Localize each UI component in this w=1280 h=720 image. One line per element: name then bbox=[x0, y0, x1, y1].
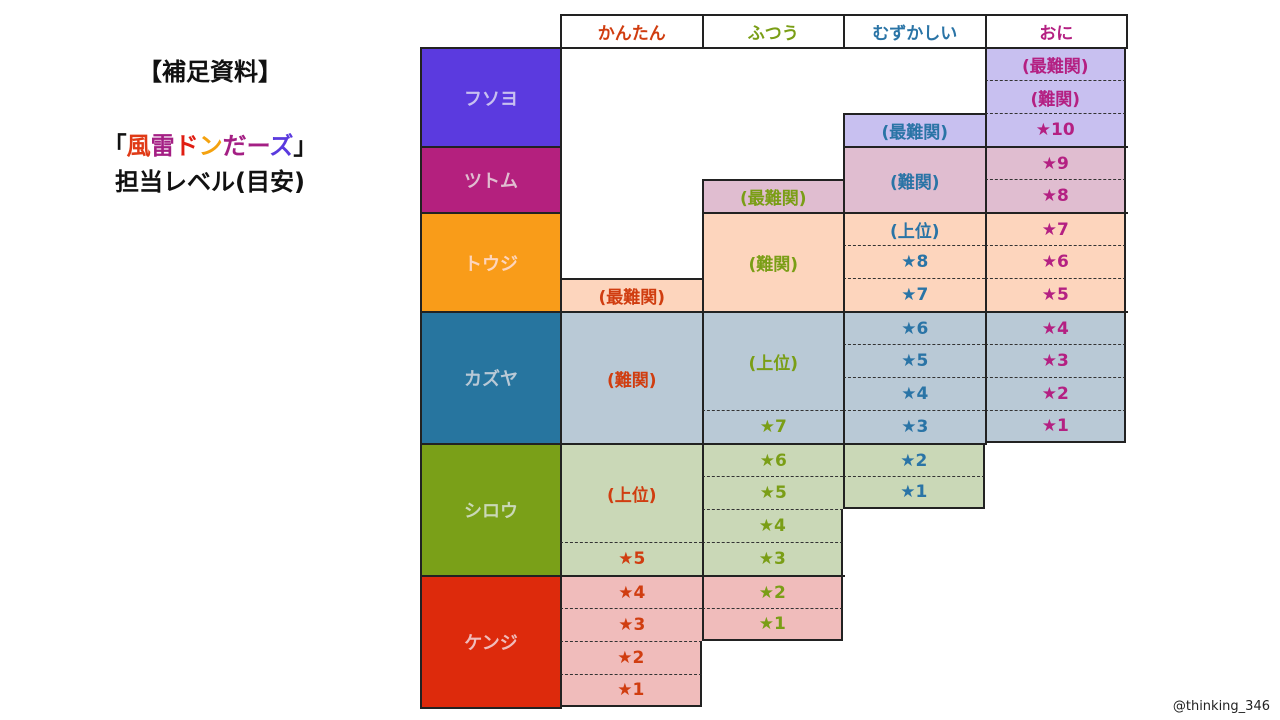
member-block-3: トウジ bbox=[420, 212, 562, 313]
author-credit: @thinking_346 bbox=[1172, 699, 1270, 714]
level-cell: ★1 bbox=[701, 608, 843, 641]
title-char: ズ bbox=[269, 132, 294, 160]
member-boundary-line bbox=[701, 575, 845, 577]
title-char: ド bbox=[174, 132, 199, 160]
level-cell: (最難関) bbox=[843, 113, 985, 146]
member-boundary-line bbox=[560, 443, 704, 445]
member-boundary-line bbox=[843, 146, 987, 148]
level-cell: ★8 bbox=[843, 245, 985, 278]
member-block-5: シロウ bbox=[420, 443, 562, 577]
level-cell: (最難関) bbox=[560, 278, 702, 311]
member-boundary-line bbox=[701, 443, 845, 445]
level-cell: ★1 bbox=[984, 410, 1126, 443]
difficulty-header-3: むずかしい bbox=[843, 14, 987, 49]
level-cell: ★3 bbox=[843, 410, 985, 443]
group-name-title: 「風雷ドンだーズ」 bbox=[30, 128, 390, 164]
level-cell: ★2 bbox=[701, 575, 843, 608]
level-cell: ★2 bbox=[560, 641, 702, 674]
level-cell: ★4 bbox=[843, 377, 985, 410]
title-char: だ bbox=[222, 132, 247, 160]
level-cell: ★7 bbox=[701, 410, 843, 443]
member-boundary-line bbox=[701, 311, 845, 313]
member-block-6: ケンジ bbox=[420, 575, 562, 709]
level-cell: (最難関) bbox=[984, 47, 1126, 80]
level-cell: ★2 bbox=[984, 377, 1126, 410]
member-boundary-line bbox=[984, 311, 1128, 313]
level-cell: ★3 bbox=[701, 542, 843, 575]
level-cell: ★5 bbox=[984, 278, 1126, 311]
level-cell: (難関) bbox=[984, 80, 1126, 113]
level-cell: (最難関) bbox=[701, 179, 843, 212]
level-cell: ★1 bbox=[560, 674, 702, 707]
level-cell: (難関) bbox=[843, 146, 985, 212]
member-boundary-line bbox=[843, 311, 987, 313]
member-boundary-line bbox=[701, 212, 845, 214]
level-cell: ★6 bbox=[984, 245, 1126, 278]
level-cell: ★9 bbox=[984, 146, 1126, 179]
level-cell: ★5 bbox=[701, 476, 843, 509]
member-boundary-line bbox=[560, 311, 704, 313]
side-title-block: 「風雷ドンだーズ」 担当レベル(目安) bbox=[30, 128, 390, 200]
difficulty-header-1: かんたん bbox=[560, 14, 704, 49]
level-subtitle: 担当レベル(目安) bbox=[115, 168, 305, 196]
level-cell: ★4 bbox=[984, 311, 1126, 344]
title-open-bracket: 「 bbox=[102, 132, 127, 160]
level-cell: ★5 bbox=[560, 542, 702, 575]
title-close-bracket: 」 bbox=[293, 132, 318, 160]
member-block-4: カズヤ bbox=[420, 311, 562, 445]
member-boundary-line bbox=[560, 575, 704, 577]
level-cell: ★7 bbox=[843, 278, 985, 311]
level-cell: ★6 bbox=[701, 443, 843, 476]
level-cell: (上位) bbox=[843, 212, 985, 245]
level-cell: ★2 bbox=[843, 443, 985, 476]
level-cell: (上位) bbox=[701, 311, 843, 410]
member-boundary-line bbox=[843, 212, 987, 214]
level-cell: ★3 bbox=[984, 344, 1126, 377]
member-block-1: フソヨ bbox=[420, 47, 562, 148]
level-cell: ★6 bbox=[843, 311, 985, 344]
difficulty-header-4: おに bbox=[984, 14, 1128, 49]
member-boundary-line bbox=[984, 146, 1128, 148]
member-boundary-line bbox=[984, 212, 1128, 214]
member-boundary-line bbox=[843, 443, 987, 445]
title-char: ー bbox=[246, 132, 270, 160]
title-char: ン bbox=[198, 132, 223, 160]
level-cell: (難関) bbox=[701, 212, 843, 311]
level-cell: ★10 bbox=[984, 113, 1126, 146]
page-heading: 【補足資料】 bbox=[138, 58, 282, 86]
level-cell: ★4 bbox=[701, 509, 843, 542]
level-cell: (難関) bbox=[560, 311, 702, 443]
title-char: 雷 bbox=[150, 132, 175, 160]
level-cell: (上位) bbox=[560, 443, 702, 542]
level-cell: ★1 bbox=[843, 476, 985, 509]
group-name: 風雷ドンだーズ bbox=[127, 132, 294, 160]
level-cell: ★5 bbox=[843, 344, 985, 377]
level-cell: ★4 bbox=[560, 575, 702, 608]
difficulty-header-2: ふつう bbox=[701, 14, 845, 49]
level-cell: ★3 bbox=[560, 608, 702, 641]
level-cell: ★7 bbox=[984, 212, 1126, 245]
level-cell: ★8 bbox=[984, 179, 1126, 212]
title-char: 風 bbox=[126, 132, 151, 160]
member-block-2: ツトム bbox=[420, 146, 562, 214]
